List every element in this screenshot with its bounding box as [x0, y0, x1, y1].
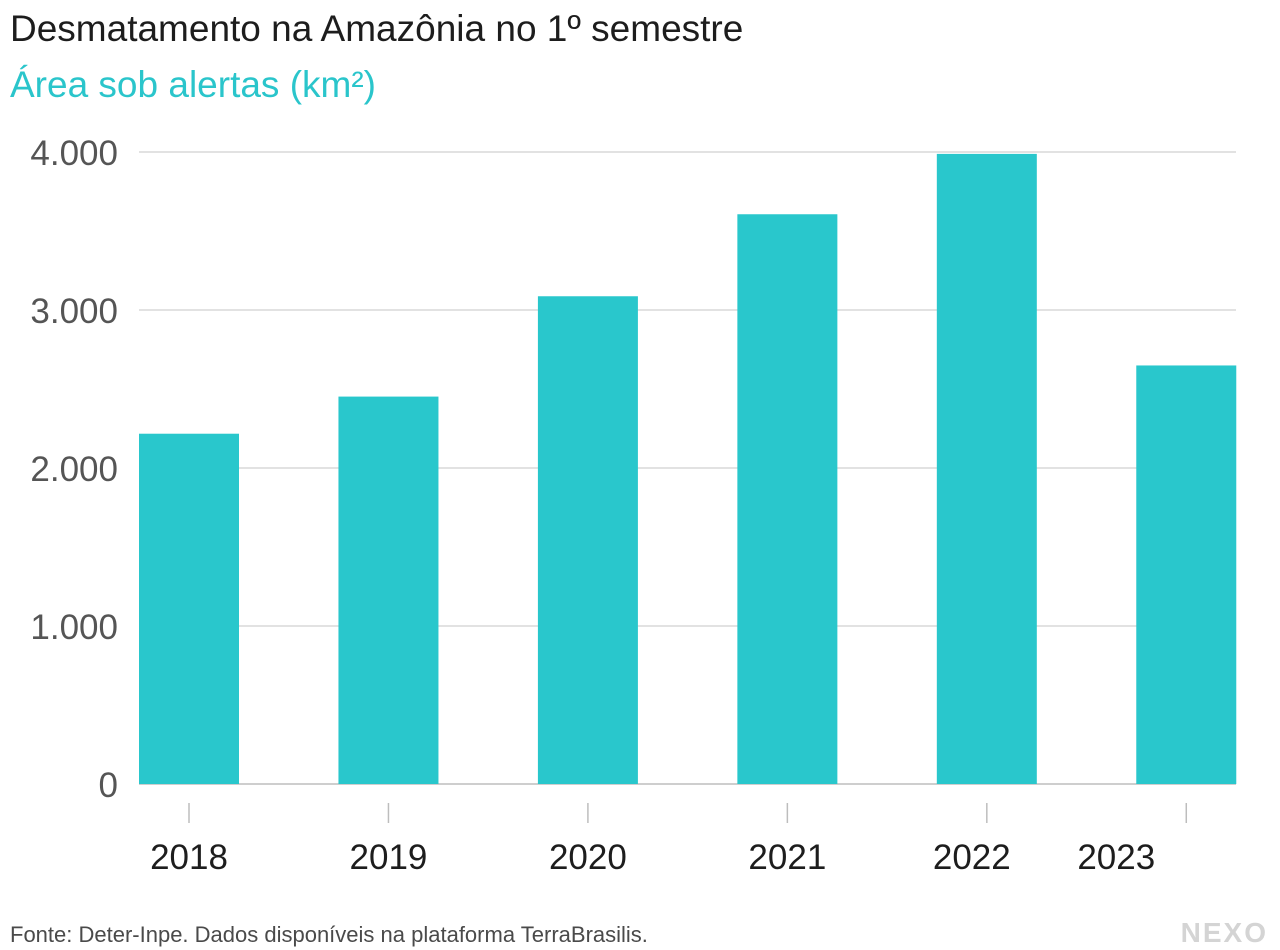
- bar-2018: [139, 433, 239, 784]
- source-note: Fonte: Deter-Inpe. Dados disponíveis na …: [10, 922, 648, 947]
- y-tick-label: 1.000: [30, 608, 118, 647]
- y-tick-label: 3.000: [30, 292, 118, 331]
- chart-subtitle: Área sob alertas (km²): [10, 64, 376, 105]
- bar-2019: [338, 396, 439, 784]
- x-tick-label: 2020: [549, 838, 627, 877]
- x-tick-label: 2022: [933, 838, 1011, 877]
- bar-2021: [737, 214, 838, 784]
- grid-lines: [139, 151, 1236, 785]
- y-axis-tick-labels: 0 1.000 2.000 3.000 4.000: [30, 134, 118, 805]
- x-axis-tick-labels: 2018 2019 2020 2021 2022 2023: [150, 838, 1155, 877]
- bar-2023: [1136, 365, 1237, 784]
- x-tick-label: 2023: [1077, 838, 1155, 877]
- bar-2020: [537, 296, 638, 784]
- y-tick-label: 0: [99, 766, 118, 805]
- y-tick-label: 4.000: [30, 134, 118, 173]
- chart-title: Desmatamento na Amazônia no 1º semestre: [10, 8, 744, 49]
- x-axis-ticks: [188, 803, 1188, 823]
- brand-logo: NEXO: [1180, 917, 1268, 948]
- bar-2022: [936, 153, 1037, 784]
- y-tick-label: 2.000: [30, 450, 118, 489]
- bars: [139, 153, 1237, 784]
- x-tick-label: 2019: [350, 838, 428, 877]
- x-tick-label: 2018: [150, 838, 228, 877]
- x-tick-label: 2021: [748, 838, 826, 877]
